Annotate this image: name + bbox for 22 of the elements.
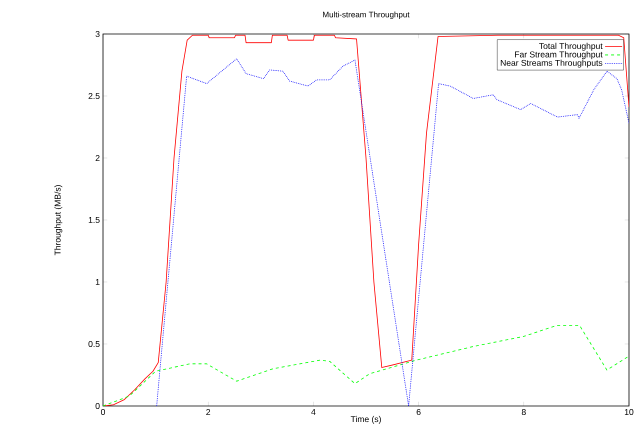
legend-label: Near Streams Throughputs [500,60,602,68]
y-tick-label: 1.5 [88,217,100,223]
y-tick-label: 0 [96,402,100,409]
x-tick-label: 8 [522,409,526,416]
y-tick-label: 3 [96,30,100,37]
line-series [156,58,629,406]
y-tick-label: 1 [96,279,100,285]
legend-label: Far Stream Throughput [515,51,603,60]
y-tick-label: 2.5 [88,92,100,99]
x-tick-label: 0 [100,409,106,416]
chart-title: Multi-stream Throughput [323,11,410,19]
x-tick-label: 4 [311,409,316,415]
y-tick-label: 2 [96,155,100,161]
y-axis-title: Throughput (MB/s) [54,185,62,256]
y-tick-label: 0.5 [88,340,100,347]
x-tick-label: 10 [624,409,634,416]
line-series [103,34,629,406]
x-tick-label: 2 [206,409,210,415]
legend-label: Total Throughput [539,42,603,51]
line-series [103,324,629,406]
x-axis-title: Time (s) [350,416,381,424]
x-tick-label: 6 [416,409,421,416]
